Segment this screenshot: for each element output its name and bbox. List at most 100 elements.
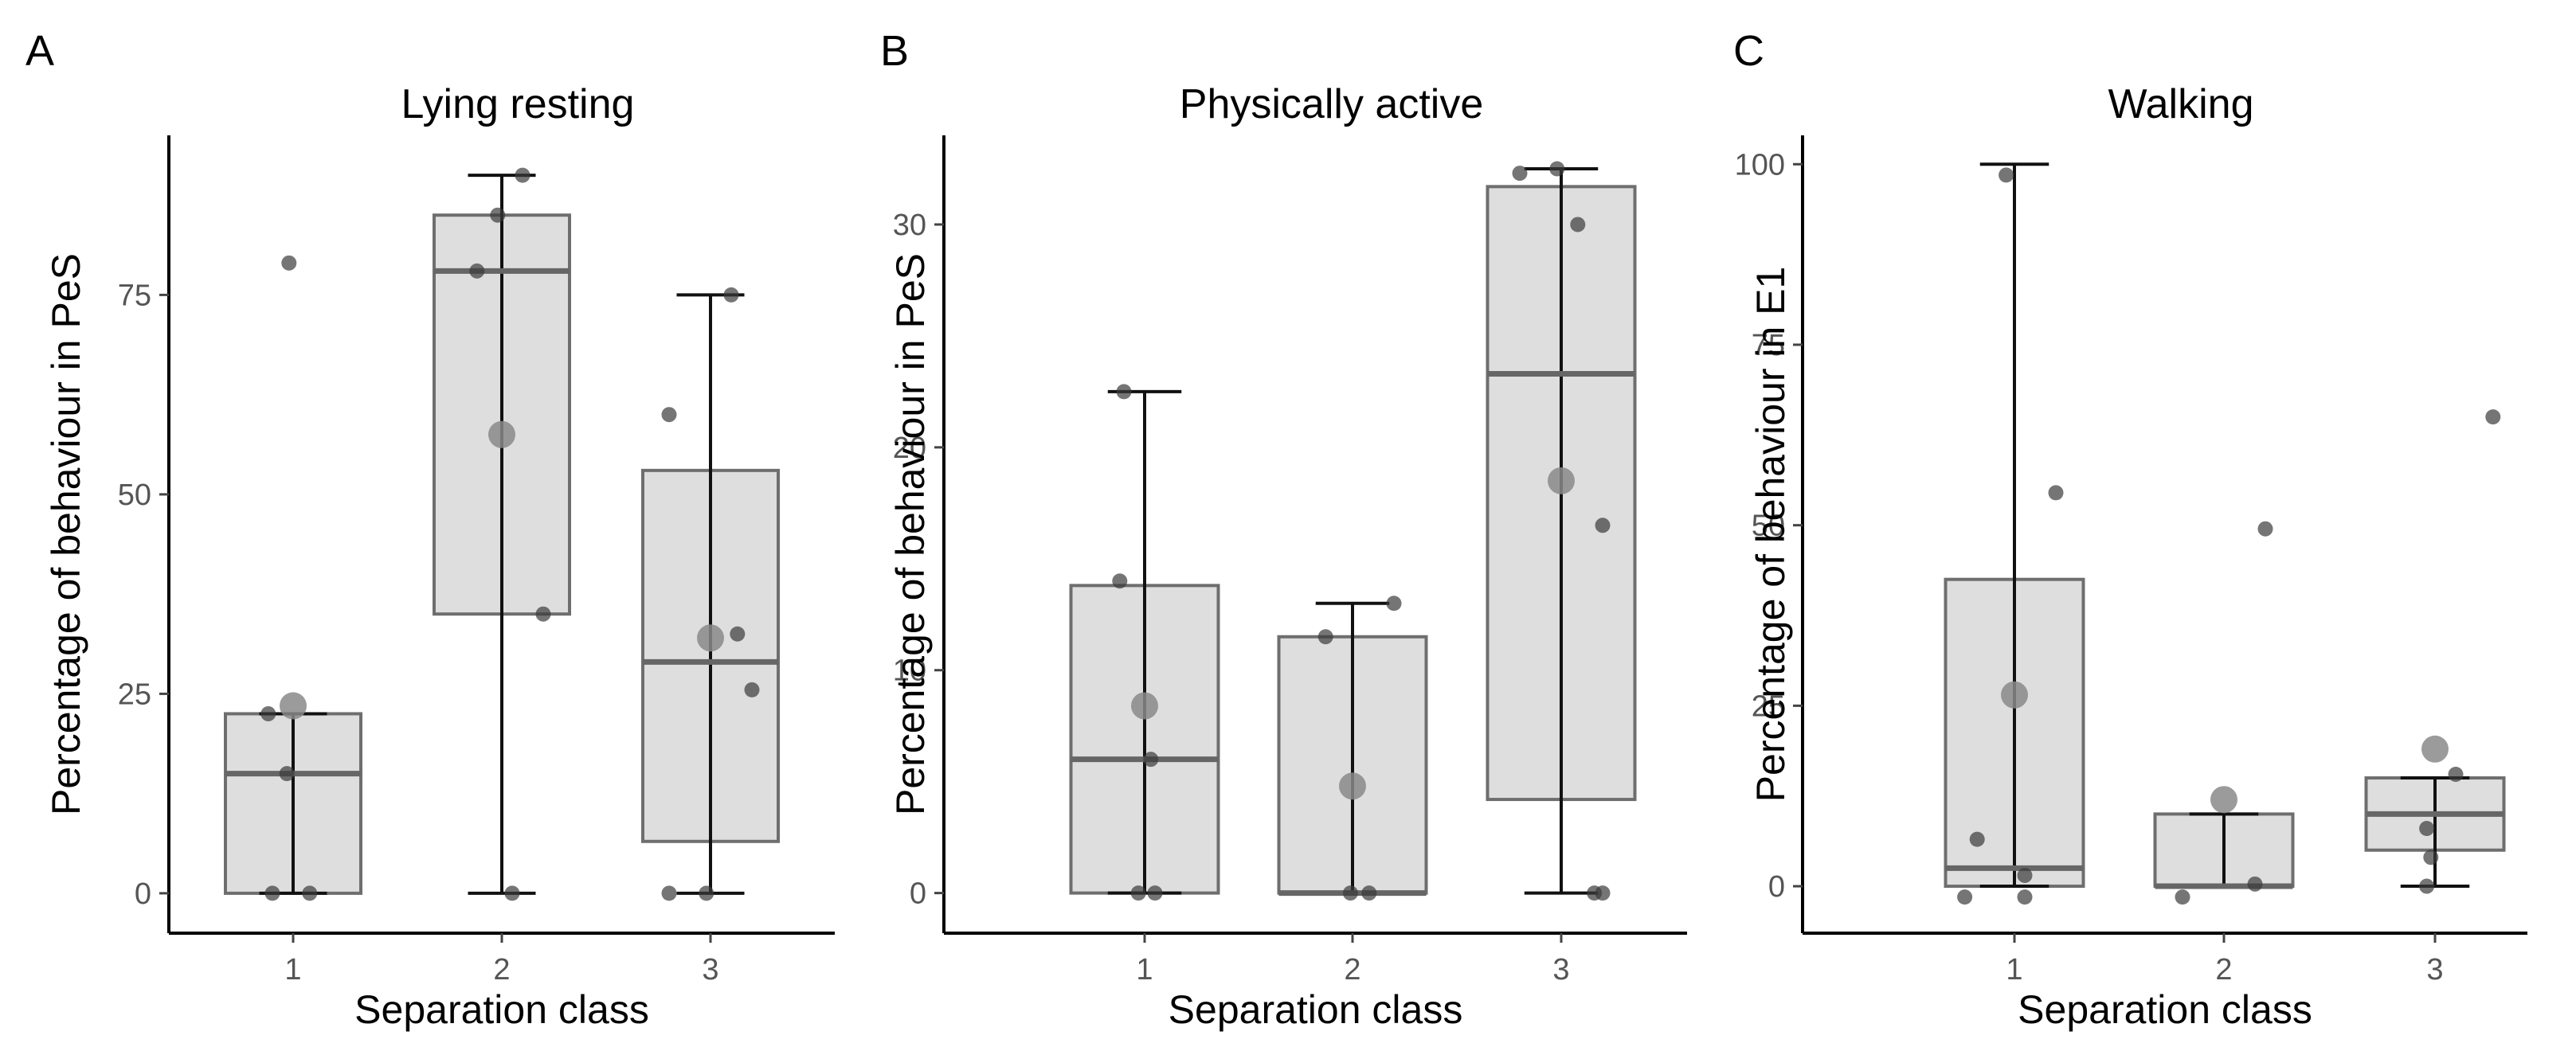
data-point xyxy=(2017,889,2033,905)
data-point xyxy=(1549,161,1565,177)
data-point xyxy=(2423,850,2439,865)
chart-title: Lying resting xyxy=(401,81,635,127)
y-tick-label: 0 xyxy=(910,877,926,911)
box-class-3 xyxy=(2364,735,2506,889)
data-point xyxy=(2175,889,2190,905)
mean-point xyxy=(488,420,515,448)
data-point xyxy=(1595,885,1611,901)
x-tick-label: 3 xyxy=(2426,953,2443,987)
data-point xyxy=(2257,521,2273,537)
box-class-1 xyxy=(1944,162,2085,889)
box-class-2 xyxy=(1277,601,1428,897)
data-point xyxy=(279,766,295,782)
y-tick-label: 0 xyxy=(1768,870,1785,904)
y-axis-label: Percentage of behaviour in E1 xyxy=(1748,267,1793,803)
data-point xyxy=(469,263,485,279)
data-point xyxy=(535,606,551,622)
y-tick-label: 25 xyxy=(1752,690,1785,723)
data-point xyxy=(515,167,530,183)
mean-point xyxy=(1548,467,1575,494)
data-point xyxy=(504,885,520,901)
data-point xyxy=(2247,876,2263,892)
data-point xyxy=(1969,831,1985,847)
data-point xyxy=(1130,885,1146,901)
x-tick-label: 2 xyxy=(493,953,510,987)
data-point xyxy=(730,626,746,642)
box-class-2 xyxy=(2153,786,2295,889)
data-point xyxy=(723,287,739,303)
data-point xyxy=(302,885,318,901)
data-point xyxy=(1999,167,2014,183)
mean-point xyxy=(1131,692,1158,720)
y-tick-label: 20 xyxy=(893,432,926,465)
box-class-1 xyxy=(224,692,362,895)
data-point xyxy=(2419,878,2435,894)
data-point xyxy=(2419,821,2435,837)
data-point xyxy=(1342,885,1358,901)
x-tick-label: 1 xyxy=(284,953,301,987)
y-tick-label: 100 xyxy=(1735,148,1785,182)
data-point xyxy=(264,885,280,901)
data-point xyxy=(1116,384,1132,400)
panel-letter: B xyxy=(880,27,909,75)
data-point xyxy=(1143,752,1159,768)
data-point xyxy=(260,705,276,721)
data-point xyxy=(1317,629,1333,645)
y-tick-label: 0 xyxy=(135,877,151,911)
x-tick-label: 3 xyxy=(702,953,718,987)
box-class-2 xyxy=(433,174,571,895)
data-point xyxy=(1595,518,1611,533)
mean-point xyxy=(280,692,307,720)
x-tick-label: 2 xyxy=(2215,953,2232,987)
y-tick-label: 30 xyxy=(893,209,926,242)
mean-point xyxy=(2001,681,2028,709)
box-class-3 xyxy=(1486,166,1637,895)
x-tick-label: 3 xyxy=(1552,953,1569,987)
data-point xyxy=(1957,889,1973,905)
y-tick-label: 50 xyxy=(118,479,151,512)
data-point xyxy=(281,255,297,271)
x-axis-label: Separation class xyxy=(2018,987,2312,1032)
data-point xyxy=(1147,885,1163,901)
y-axis-label: Percentage of behaviour in PeS xyxy=(44,253,88,815)
mean-point xyxy=(697,624,724,652)
data-point xyxy=(2048,485,2064,501)
x-axis-label: Separation class xyxy=(1169,987,1463,1032)
y-tick-label: 75 xyxy=(1752,329,1785,362)
data-point xyxy=(490,207,506,223)
data-point xyxy=(661,885,677,901)
y-tick-label: 10 xyxy=(893,654,926,688)
data-point xyxy=(1361,885,1377,901)
y-tick-label: 75 xyxy=(118,279,151,312)
box-class-1 xyxy=(1069,389,1220,895)
y-axis-label: Percentage of behaviour in PeS xyxy=(888,253,933,815)
data-point xyxy=(1512,166,1528,182)
panel-b: B Physically active 0 10 20 30 1 2 3 Separation c… xyxy=(880,27,1687,1032)
panel-a: A Lying resting 0 25 50 75 1 2 3 Separation class… xyxy=(25,27,835,1032)
data-point xyxy=(2448,767,2464,783)
mean-point xyxy=(2210,786,2237,814)
data-point xyxy=(744,682,760,697)
x-tick-label: 2 xyxy=(1344,953,1360,987)
mean-point xyxy=(1339,772,1366,800)
data-point xyxy=(2017,867,2033,883)
data-point xyxy=(2485,409,2501,425)
panel-letter: C xyxy=(1733,27,1764,75)
data-point xyxy=(699,885,714,901)
chart-title: Physically active xyxy=(1180,81,1483,127)
data-point xyxy=(661,407,677,423)
panel-c: C Walking 0 25 50 75 100 1 2 3 Separation class Per… xyxy=(1733,27,2527,1032)
mean-point xyxy=(2421,735,2449,763)
box-class-3 xyxy=(641,293,780,895)
data-point xyxy=(1386,596,1402,611)
data-point xyxy=(1570,217,1586,232)
y-tick-label: 25 xyxy=(118,678,151,711)
y-tick-label: 50 xyxy=(1752,510,1785,543)
panel-letter: A xyxy=(25,27,54,75)
x-tick-label: 1 xyxy=(2006,953,2022,987)
x-axis-label: Separation class xyxy=(354,987,649,1032)
data-point xyxy=(1112,573,1128,589)
x-tick-label: 1 xyxy=(1136,953,1153,987)
chart-title: Walking xyxy=(2108,81,2253,127)
